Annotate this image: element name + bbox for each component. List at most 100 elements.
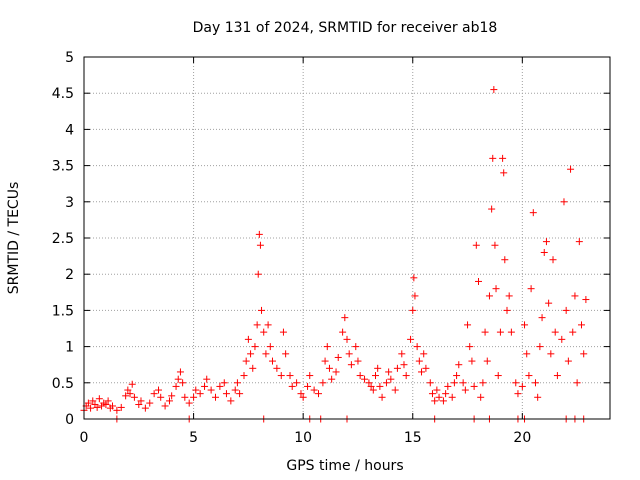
data-point <box>558 335 566 343</box>
data-point <box>201 382 209 390</box>
data-point <box>489 154 497 162</box>
data-point <box>485 292 493 300</box>
y-tick-label: 1.5 <box>52 303 74 319</box>
data-point <box>490 86 498 94</box>
y-tick-label: 1 <box>65 340 74 356</box>
data-point <box>461 386 469 394</box>
data-point <box>297 390 305 398</box>
data-point <box>102 401 110 409</box>
data-point <box>321 357 329 365</box>
data-point <box>254 270 262 278</box>
grid-lines <box>84 57 610 419</box>
data-point <box>418 368 426 376</box>
data-point <box>512 379 520 387</box>
data-point <box>387 375 395 383</box>
data-point <box>244 335 252 343</box>
data-point <box>128 380 136 388</box>
y-tick-label: 5 <box>65 50 74 66</box>
data-point <box>385 368 393 376</box>
data-point <box>130 393 138 401</box>
data-point <box>108 402 116 410</box>
data-point <box>521 321 529 329</box>
data-point <box>233 379 241 387</box>
data-point <box>562 306 570 314</box>
data-point <box>547 350 555 358</box>
y-tick-label: 3.5 <box>52 159 74 175</box>
data-point <box>247 350 255 358</box>
data-point <box>341 314 349 322</box>
data-points <box>80 86 590 423</box>
data-point <box>155 386 163 394</box>
y-axis-title: SRMTID / TECUs <box>6 182 22 295</box>
data-point <box>398 350 406 358</box>
data-point <box>409 306 417 314</box>
data-point <box>582 296 590 304</box>
data-point <box>428 390 436 398</box>
data-point <box>299 393 307 401</box>
data-point <box>220 379 228 387</box>
data-point <box>527 285 535 293</box>
data-point <box>435 393 443 401</box>
data-point <box>422 364 430 372</box>
data-point <box>553 372 561 380</box>
data-point <box>518 382 526 390</box>
data-point <box>176 368 184 376</box>
data-point <box>483 357 491 365</box>
data-point <box>165 397 173 405</box>
data-point <box>256 241 264 249</box>
data-point <box>420 350 428 358</box>
data-point <box>580 350 588 358</box>
data-point <box>439 397 447 405</box>
y-tick-label: 2.5 <box>52 231 74 247</box>
data-point <box>135 401 143 409</box>
data-point <box>410 274 418 282</box>
data-point <box>407 335 415 343</box>
data-point <box>477 393 485 401</box>
data-point <box>391 386 399 394</box>
data-point <box>466 343 474 351</box>
data-point <box>277 372 285 380</box>
data-point <box>273 364 281 372</box>
data-point <box>361 375 369 383</box>
plot-frame <box>83 56 611 420</box>
data-point <box>534 393 542 401</box>
data-point <box>126 390 134 398</box>
data-point <box>505 292 513 300</box>
data-point <box>332 368 340 376</box>
data-point <box>179 379 187 387</box>
data-point <box>542 238 550 246</box>
data-point <box>196 390 204 398</box>
data-point <box>503 306 511 314</box>
data-point <box>89 397 97 405</box>
data-point <box>488 205 496 213</box>
data-point <box>402 372 410 380</box>
data-point <box>571 292 579 300</box>
data-point <box>501 256 509 264</box>
data-point <box>475 277 482 285</box>
data-point <box>352 343 360 351</box>
data-point <box>415 357 423 365</box>
data-point <box>264 321 272 329</box>
data-point <box>185 399 193 407</box>
data-point <box>523 350 531 358</box>
data-point <box>413 343 421 351</box>
data-point <box>549 256 557 264</box>
data-point <box>433 386 441 394</box>
data-point <box>304 382 312 390</box>
data-point <box>253 321 261 329</box>
data-point <box>328 375 336 383</box>
x-tick-label: 20 <box>513 430 531 446</box>
data-point <box>578 321 586 329</box>
data-point <box>354 357 362 365</box>
data-point <box>374 364 382 372</box>
data-point <box>212 393 219 401</box>
data-point <box>564 357 572 365</box>
data-point <box>431 397 439 405</box>
data-point <box>400 361 408 369</box>
data-point <box>146 399 154 407</box>
data-point <box>575 238 583 246</box>
data-point <box>536 343 544 351</box>
data-point <box>95 395 103 403</box>
data-point <box>378 393 386 401</box>
data-point <box>251 343 259 351</box>
